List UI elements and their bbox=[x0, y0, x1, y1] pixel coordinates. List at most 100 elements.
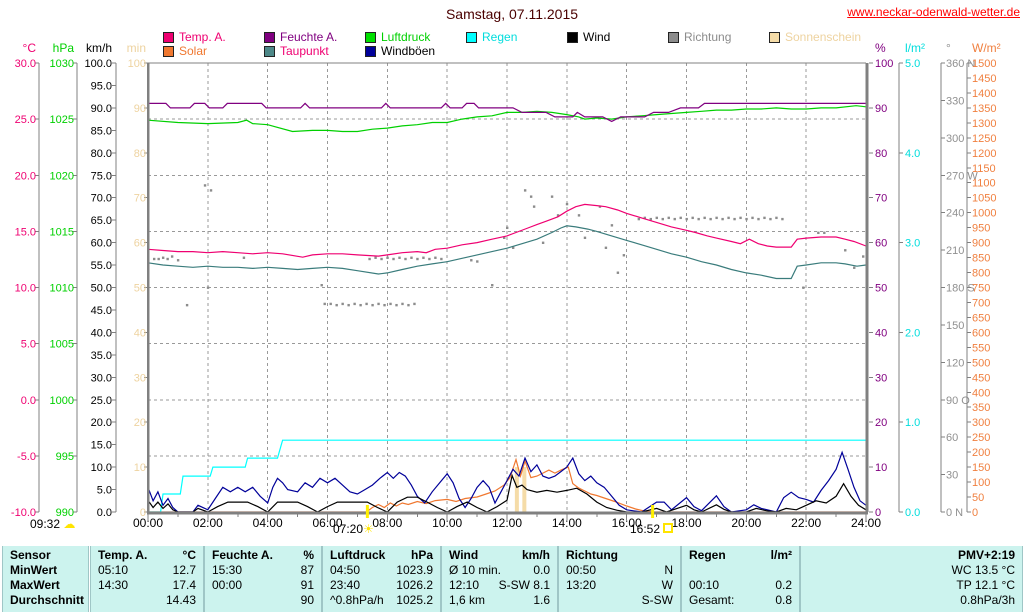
table-cell: 15:30 bbox=[212, 563, 243, 577]
table-block-temp: Temp. A. °C 05:10 12.7 14:30 17.4 14.43 bbox=[90, 546, 204, 612]
svg-text:650: 650 bbox=[972, 312, 990, 324]
table-row: Feuchte A.% bbox=[205, 548, 321, 563]
table-row: 90 bbox=[205, 593, 321, 608]
svg-text:10: 10 bbox=[875, 462, 887, 474]
table-cell: 14:30 bbox=[98, 578, 129, 592]
svg-text:30.0: 30.0 bbox=[91, 372, 112, 384]
table-cell: Gesamt: bbox=[689, 593, 735, 607]
svg-text:100.0: 100.0 bbox=[84, 58, 112, 70]
svg-text:1450: 1450 bbox=[972, 73, 996, 85]
table-cell: 13:20 bbox=[566, 578, 597, 592]
table-cell: 0.2 bbox=[775, 578, 792, 592]
svg-text:1300: 1300 bbox=[972, 118, 996, 130]
svg-text:20: 20 bbox=[134, 417, 146, 429]
svg-text:90.0: 90.0 bbox=[91, 103, 112, 115]
series-regen bbox=[148, 439, 866, 513]
legend-item-luftdruck: Luftdruck bbox=[365, 30, 430, 44]
gridlines bbox=[148, 63, 866, 512]
svg-text:1350: 1350 bbox=[972, 103, 996, 115]
sonnenschein-swatch-icon bbox=[769, 32, 780, 43]
svg-text:50: 50 bbox=[972, 492, 984, 504]
table-cell: 0.8hPa/3h bbox=[960, 593, 1015, 607]
table-cell: WC 13.5 °C bbox=[951, 563, 1015, 577]
x-tick-label: 24:00 bbox=[850, 516, 882, 530]
table-row: 23:40 1026.2 bbox=[323, 578, 440, 593]
x-tick-label: 06:00 bbox=[312, 516, 343, 530]
series-feuchte-a bbox=[148, 102, 866, 123]
table-cell: 0.8 bbox=[775, 593, 792, 607]
table-cell: Regen bbox=[689, 548, 726, 562]
series-sonnenschein bbox=[514, 467, 527, 512]
svg-text:70: 70 bbox=[875, 193, 887, 205]
table-row: MaxWert bbox=[3, 578, 88, 593]
svg-text:1.0: 1.0 bbox=[905, 417, 920, 429]
feuchte-a-swatch-icon bbox=[264, 32, 275, 43]
sunset-time: 16:52 bbox=[630, 522, 674, 536]
svg-text:300: 300 bbox=[946, 133, 964, 145]
svg-text:250: 250 bbox=[972, 432, 990, 444]
svg-text:0: 0 bbox=[875, 507, 881, 519]
solar-swatch-icon bbox=[163, 46, 174, 57]
series-solar bbox=[148, 457, 866, 513]
legend-item-regen: Regen bbox=[466, 30, 517, 44]
svg-text:60: 60 bbox=[875, 238, 887, 250]
svg-text:1250: 1250 bbox=[972, 133, 996, 145]
table-row: 00:00 91 bbox=[205, 578, 321, 593]
table-cell: % bbox=[303, 548, 314, 562]
svg-text:0 N: 0 N bbox=[946, 507, 963, 519]
table-cell: S-SW bbox=[641, 593, 673, 607]
page-title: Samstag, 07.11.2015 bbox=[445, 6, 579, 22]
svg-text:30.0: 30.0 bbox=[15, 58, 36, 70]
table-row: 14:30 17.4 bbox=[91, 578, 203, 593]
svg-text:20: 20 bbox=[875, 417, 887, 429]
svg-text:95.0: 95.0 bbox=[91, 80, 112, 92]
luftdruck-swatch-icon bbox=[365, 32, 376, 43]
svg-text:200: 200 bbox=[972, 447, 990, 459]
svg-text:10: 10 bbox=[134, 462, 146, 474]
svg-text:5.0: 5.0 bbox=[905, 58, 920, 70]
website-link[interactable]: www.neckar-odenwald-wetter.de bbox=[847, 5, 1020, 19]
svg-text:360 N: 360 N bbox=[946, 58, 975, 70]
sunrise-sun-icon: ☀ bbox=[363, 522, 374, 536]
table-row: 04:50 1023.9 bbox=[323, 563, 440, 578]
daylight-duration: 09:32 ☁ bbox=[30, 517, 75, 531]
table-cell: Feuchte A. bbox=[212, 548, 273, 562]
x-tick-label: 08:00 bbox=[372, 516, 403, 530]
table-cell: Luftdruck bbox=[330, 548, 386, 562]
taupunkt-swatch-icon bbox=[264, 46, 275, 57]
table-cell: 1023.9 bbox=[396, 563, 433, 577]
svg-text:270 W: 270 W bbox=[946, 170, 978, 182]
svg-text:330: 330 bbox=[946, 95, 964, 107]
svg-text:30: 30 bbox=[134, 372, 146, 384]
table-row: TP 12.1 °C bbox=[801, 578, 1022, 593]
table-block-regen: Regen l/m² 00:10 0.2 Gesamt: 0.8 bbox=[681, 546, 800, 612]
svg-text:1020: 1020 bbox=[50, 170, 74, 182]
axis-wind_kmh: km/h 100.0 95.0 90.0 85.0 80.0 75.0 70.0 65.0 60.… bbox=[84, 41, 117, 519]
svg-text:50: 50 bbox=[875, 283, 887, 295]
svg-text:210: 210 bbox=[946, 245, 964, 257]
svg-text:km/h: km/h bbox=[86, 41, 112, 55]
legend-label: Solar bbox=[179, 44, 208, 58]
series-temp-a bbox=[147, 203, 867, 258]
svg-text:700: 700 bbox=[972, 297, 990, 309]
weather-chart: °C 30.0 25.0 20.0 15.0 10.0 5.0 0.0 -5.0 -10.0 hPa… bbox=[11, 41, 1001, 520]
svg-text:0: 0 bbox=[140, 507, 146, 519]
table-row: 00:10 0.2 bbox=[682, 578, 799, 593]
svg-text:10.0: 10.0 bbox=[91, 462, 112, 474]
table-cell: hPa bbox=[410, 548, 433, 562]
table-block-wind: Wind km/h Ø 10 min. 0.0 12:10 S-SW 8.1 1,6 km 1… bbox=[441, 546, 558, 612]
table-row: Regen l/m² bbox=[682, 548, 799, 563]
table-cell: MaxWert bbox=[10, 578, 60, 592]
table-cell: MinWert bbox=[10, 563, 58, 577]
svg-text:3.0: 3.0 bbox=[905, 238, 920, 250]
axis-solar_wm2: W/m²150014501400135013001250120011501100… bbox=[966, 41, 1001, 519]
svg-text:150: 150 bbox=[946, 320, 964, 332]
axis-pressure_hpa: hPa 1030 1025 1020 1015 1010 1005 1000 995 990 bbox=[50, 41, 78, 519]
table-cell: TP 12.1 °C bbox=[956, 578, 1015, 592]
table-row bbox=[682, 563, 799, 578]
svg-text:1200: 1200 bbox=[972, 148, 996, 160]
table-block-richtung: Richtung 00:50 N 13:20 W S-SW bbox=[558, 546, 681, 612]
svg-text:150: 150 bbox=[972, 462, 990, 474]
svg-text:400: 400 bbox=[972, 387, 990, 399]
svg-text:1400: 1400 bbox=[972, 88, 996, 100]
